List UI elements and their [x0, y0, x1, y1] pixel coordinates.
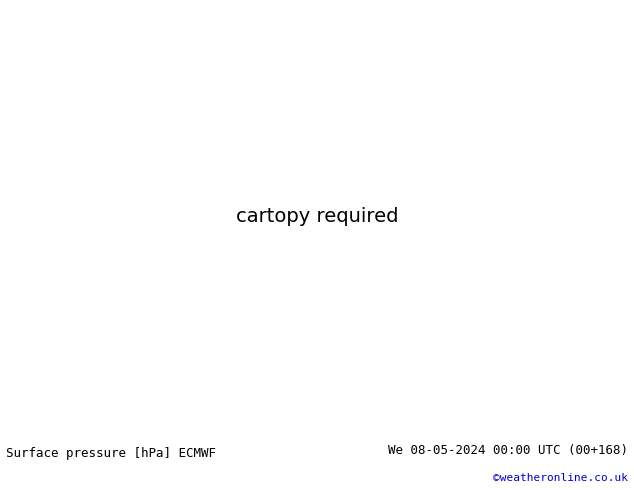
Text: Surface pressure [hPa] ECMWF: Surface pressure [hPa] ECMWF: [6, 447, 216, 460]
Text: ©weatheronline.co.uk: ©weatheronline.co.uk: [493, 472, 628, 483]
Text: cartopy required: cartopy required: [236, 207, 398, 226]
Text: We 08-05-2024 00:00 UTC (00+168): We 08-05-2024 00:00 UTC (00+168): [387, 444, 628, 457]
